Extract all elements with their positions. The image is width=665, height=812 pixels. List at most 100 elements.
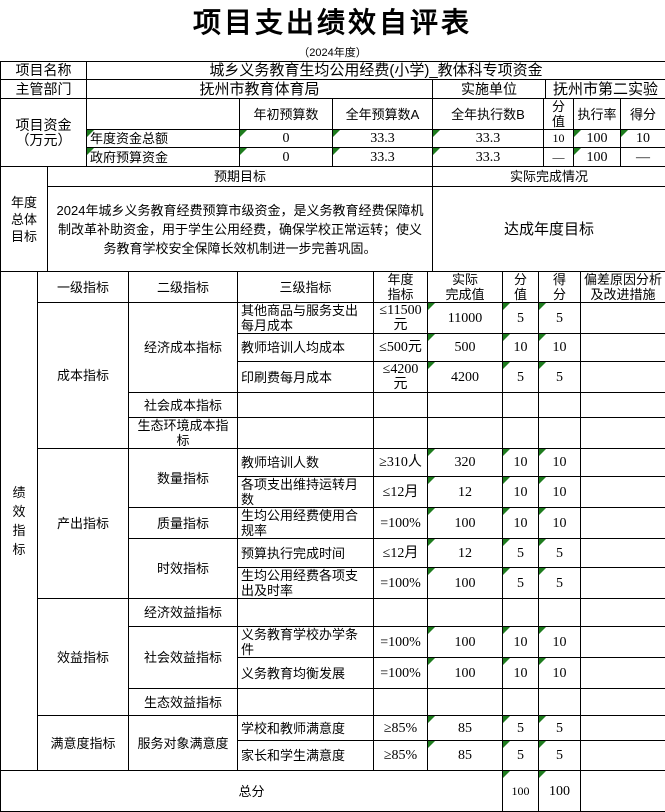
weight-cell: 5 [503, 303, 539, 334]
level3-indicator-cell: 义务教育学校办学条件 [238, 627, 374, 658]
total-row: 总分 100 100 [1, 771, 665, 812]
deviation-cell [581, 741, 665, 771]
weight-cell: 10 [503, 658, 539, 689]
annual-target-cell: =100% [374, 658, 428, 689]
actual-value-cell: 12 [428, 539, 503, 568]
score-cell [539, 689, 581, 716]
deviation-cell [581, 716, 665, 741]
actual-value-cell [428, 689, 503, 716]
deviation-cell [581, 658, 665, 689]
dept-value: 抚州市教育体育局 [87, 80, 433, 99]
actual-value-cell: 11000 [428, 303, 503, 334]
fund-gov-score: — [621, 148, 665, 167]
level3-indicator-cell: 印刷费每月成本 [238, 362, 374, 393]
weight-cell: 10 [503, 449, 539, 477]
score-cell [539, 599, 581, 627]
goal-header-row: 年度总体目标 预期目标 实际完成情况 [1, 167, 665, 187]
deviation-cell [581, 418, 665, 449]
level3-indicator-cell: 预算执行完成时间 [238, 539, 374, 568]
total-label: 总分 [1, 771, 503, 812]
score-cell [539, 393, 581, 418]
score-cell: 10 [539, 658, 581, 689]
expected-goal-header: 预期目标 [48, 167, 433, 187]
level1-indicator-cell: 满意度指标 [38, 716, 129, 771]
deviation-cell [581, 568, 665, 599]
expected-goal-text: 2024年城乡义务教育经费预算市级资金，是义务教育经费保障机制改革补助资金，用于… [48, 187, 433, 272]
fund-empty-cell [87, 99, 240, 130]
header-actual-value: 实际 完成值 [428, 272, 503, 303]
actual-value-cell: 85 [428, 741, 503, 771]
weight-cell [503, 418, 539, 449]
level3-indicator-cell: 学校和教师满意度 [238, 716, 374, 741]
fund-header-initial: 年初预算数 [240, 99, 333, 130]
annual-target-cell [374, 599, 428, 627]
header-annual-target: 年度 指标 [374, 272, 428, 303]
weight-cell: 5 [503, 362, 539, 393]
weight-cell: 10 [503, 627, 539, 658]
perf-row: 效益指标经济效益指标 [1, 599, 665, 627]
fund-row-label: 项目资金（万元） [1, 99, 87, 167]
level2-indicator-cell: 社会成本指标 [129, 393, 238, 418]
unit-label: 实施单位 [433, 80, 546, 99]
level2-indicator-cell: 社会效益指标 [129, 627, 238, 689]
level3-indicator-cell [238, 393, 374, 418]
level3-indicator-cell: 教师培训人数 [238, 449, 374, 477]
total-score: 100 [539, 771, 581, 812]
weight-cell: 5 [503, 539, 539, 568]
level3-indicator-cell: 生均公用经费各项支出及时率 [238, 568, 374, 599]
fund-gov-initial: 0 [240, 148, 333, 167]
annual-target-cell: =100% [374, 627, 428, 658]
level3-indicator-cell: 教师培训人均成本 [238, 334, 374, 362]
project-name-label: 项目名称 [1, 62, 87, 80]
fund-header-budget: 全年预算数A [333, 99, 433, 130]
fund-header-row: 项目资金（万元） 年初预算数 全年预算数A 全年执行数B 分值 执行率 得分 [1, 99, 665, 130]
goal-content-row: 2024年城乡义务教育经费预算市级资金，是义务教育经费保障机制改革补助资金，用于… [1, 187, 665, 272]
score-cell: 5 [539, 568, 581, 599]
level2-indicator-cell: 数量指标 [129, 449, 238, 508]
level3-indicator-cell: 家长和学生满意度 [238, 741, 374, 771]
score-cell: 5 [539, 303, 581, 334]
annual-target-cell: ≥85% [374, 741, 428, 771]
weight-cell [503, 599, 539, 627]
weight-cell: 10 [503, 477, 539, 508]
actual-result-text: 达成年度目标 [433, 187, 665, 272]
project-info-table: 项目名称 城乡义务教育生均公用经费(小学)_教体科专项资金 主管部门 抚州市教育… [0, 61, 665, 99]
fund-header-rate: 执行率 [574, 99, 621, 130]
actual-value-cell: 320 [428, 449, 503, 477]
header-weight: 分 值 [503, 272, 539, 303]
deviation-cell [581, 689, 665, 716]
fund-row-total: 年度资金总额 0 33.3 33.3 10 100 10 [1, 130, 665, 148]
actual-value-cell [428, 418, 503, 449]
level3-indicator-cell: 义务教育均衡发展 [238, 658, 374, 689]
fund-total-initial: 0 [240, 130, 333, 148]
level2-indicator-cell: 生态效益指标 [129, 689, 238, 716]
total-table: 总分 100 100 [0, 770, 665, 812]
level2-indicator-cell: 质量指标 [129, 508, 238, 539]
weight-cell: 10 [503, 334, 539, 362]
level1-indicator-cell: 成本指标 [38, 303, 129, 449]
department-row: 主管部门 抚州市教育体育局 实施单位 抚州市第二实验 [1, 80, 665, 99]
dept-label: 主管部门 [1, 80, 87, 99]
project-name-value: 城乡义务教育生均公用经费(小学)_教体科专项资金 [87, 62, 665, 80]
annual-target-cell: ≤4200元 [374, 362, 428, 393]
fund-header-score: 得分 [621, 99, 665, 130]
unit-value: 抚州市第二实验 [546, 80, 665, 99]
actual-value-cell: 100 [428, 508, 503, 539]
fund-total-weight: 10 [544, 130, 574, 148]
level1-indicator-cell: 效益指标 [38, 599, 129, 716]
level3-indicator-cell: 各项支出维持运转月数 [238, 477, 374, 508]
deviation-cell [581, 393, 665, 418]
weight-cell [503, 689, 539, 716]
annual-target-cell: ≤500元 [374, 334, 428, 362]
header-score: 得 分 [539, 272, 581, 303]
score-cell: 10 [539, 627, 581, 658]
level2-indicator-cell: 经济效益指标 [129, 599, 238, 627]
fund-table: 项目资金（万元） 年初预算数 全年预算数A 全年执行数B 分值 执行率 得分 年… [0, 98, 665, 167]
actual-value-cell: 85 [428, 716, 503, 741]
level3-indicator-cell [238, 689, 374, 716]
deviation-cell [581, 362, 665, 393]
deviation-cell [581, 303, 665, 334]
total-deviation-cell [581, 771, 665, 812]
